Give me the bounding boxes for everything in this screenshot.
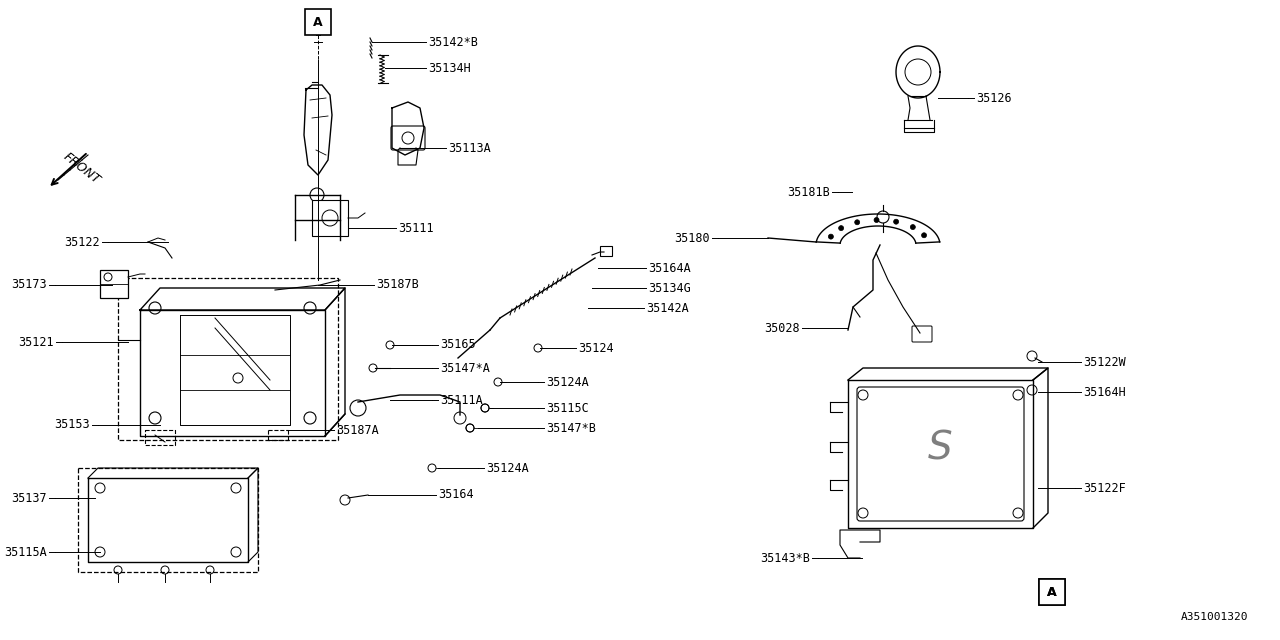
Text: 35124: 35124	[579, 342, 613, 355]
Text: 35121: 35121	[18, 335, 54, 349]
Text: 35165: 35165	[440, 339, 476, 351]
FancyBboxPatch shape	[100, 270, 128, 298]
Text: S: S	[928, 430, 952, 468]
Text: 35164: 35164	[438, 488, 474, 502]
Circle shape	[922, 233, 927, 238]
FancyBboxPatch shape	[390, 126, 425, 150]
Text: 35111A: 35111A	[440, 394, 483, 406]
Text: 35111: 35111	[398, 221, 434, 234]
Circle shape	[828, 234, 833, 239]
Text: 35122: 35122	[64, 236, 100, 248]
Text: 35142*B: 35142*B	[428, 35, 477, 49]
Circle shape	[855, 220, 860, 225]
Text: 35122F: 35122F	[1083, 481, 1125, 495]
Text: 35142A: 35142A	[646, 301, 689, 314]
Text: 35028: 35028	[764, 321, 800, 335]
FancyBboxPatch shape	[1039, 579, 1065, 605]
Text: 35147*B: 35147*B	[547, 422, 596, 435]
FancyBboxPatch shape	[305, 9, 332, 35]
Text: 35164H: 35164H	[1083, 385, 1125, 399]
Text: 35180: 35180	[675, 232, 710, 244]
FancyBboxPatch shape	[600, 246, 612, 256]
Text: 35124A: 35124A	[486, 461, 529, 474]
FancyBboxPatch shape	[312, 200, 348, 236]
FancyBboxPatch shape	[858, 387, 1024, 521]
Text: 35187A: 35187A	[335, 424, 379, 436]
Text: 35115C: 35115C	[547, 401, 589, 415]
Circle shape	[910, 225, 915, 230]
Circle shape	[874, 218, 879, 223]
Text: 35187B: 35187B	[376, 278, 419, 291]
Text: 35143*B: 35143*B	[760, 552, 810, 564]
Text: 35134G: 35134G	[648, 282, 691, 294]
Text: 35134H: 35134H	[428, 61, 471, 74]
Text: 35124A: 35124A	[547, 376, 589, 388]
Text: 35164A: 35164A	[648, 262, 691, 275]
Text: 35173: 35173	[12, 278, 47, 291]
Text: 35115A: 35115A	[4, 545, 47, 559]
Text: 35147*A: 35147*A	[440, 362, 490, 374]
Text: A: A	[1047, 586, 1057, 598]
Text: 35113A: 35113A	[448, 141, 490, 154]
FancyBboxPatch shape	[911, 326, 932, 342]
Text: A: A	[314, 15, 323, 29]
Circle shape	[893, 219, 899, 224]
Text: A: A	[1047, 586, 1057, 598]
Circle shape	[838, 226, 844, 230]
Text: 35122W: 35122W	[1083, 355, 1125, 369]
Text: 35137: 35137	[12, 492, 47, 504]
Text: 35181B: 35181B	[787, 186, 829, 198]
FancyBboxPatch shape	[1039, 579, 1065, 605]
Text: 35126: 35126	[977, 92, 1011, 104]
Text: FRONT: FRONT	[61, 150, 102, 186]
Text: A351001320: A351001320	[1180, 612, 1248, 622]
Text: 35153: 35153	[54, 419, 90, 431]
